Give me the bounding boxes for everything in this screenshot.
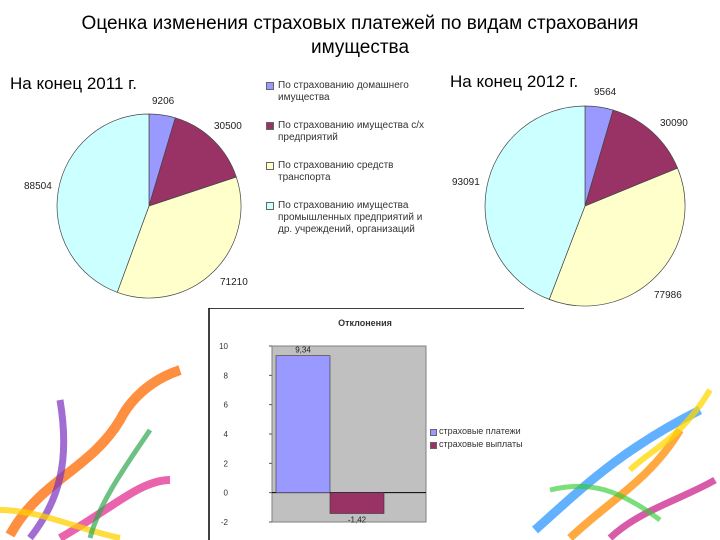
legend-swatch	[430, 429, 437, 436]
decoration-right-swirl	[532, 388, 717, 540]
pie2012-slice-2	[548, 167, 686, 307]
legend-label: страховые платежи	[439, 426, 521, 436]
pie2011-label-home: 9206	[152, 96, 175, 107]
legend-label: По страхованию имущества с/х предприятий	[278, 120, 424, 143]
bar-payments	[275, 355, 331, 493]
y-tick-label: 6	[224, 401, 229, 410]
legend-label: По страхованию домашнего имущества	[278, 80, 409, 103]
legend-item-transport: По страхованию средств транспорта	[266, 160, 426, 184]
page-title: Оценка изменения страховых платежей по в…	[81, 13, 639, 58]
legend-item-agri: По страхованию имущества с/х предприятий	[266, 120, 426, 144]
legend-item-industry: По страхованию имущества промышленных пр…	[266, 200, 426, 236]
deviation-chart-title: Отклонения	[338, 318, 392, 328]
bar-value-label: 9,34	[295, 346, 311, 355]
legend-swatch	[430, 442, 437, 449]
deviation-legend: страховые платежи страховые выплаты	[430, 425, 523, 451]
subtitle-2012: На конец 2012 г.	[450, 72, 579, 91]
pie2012-slice-3	[484, 105, 586, 300]
pie2011-label-agri: 30500	[214, 121, 242, 132]
legend-swatch	[266, 162, 274, 170]
legend-item-home: По страхованию домашнего имущества	[266, 80, 426, 104]
decoration-left-swirl	[0, 365, 182, 540]
legend-label: По страхованию имущества промышленных пр…	[278, 200, 423, 235]
pie2011-label-industry: 88504	[24, 181, 52, 192]
pie2012-label-agri: 30090	[660, 118, 688, 129]
pie2012-label-industry: 93091	[452, 177, 480, 188]
y-tick-label: 4	[224, 430, 229, 439]
legend-swatch	[266, 202, 274, 210]
y-tick-label: 8	[224, 371, 229, 380]
pie2012-label-transport: 77986	[654, 290, 682, 301]
legend-label: страховые выплаты	[439, 439, 523, 449]
y-tick-label: 0	[224, 489, 229, 498]
pie-charts	[56, 105, 686, 307]
pie2012-slice-1	[584, 109, 679, 207]
legend-swatch	[266, 122, 274, 130]
deviation-plot: 10 8 6 4 2 0 -2 9,34 -1,42	[208, 308, 524, 540]
pie2011-label-transport: 71210	[220, 277, 248, 288]
bar-value-label: -1,42	[348, 515, 367, 524]
pie2012-label-home: 9564	[594, 87, 617, 98]
pie-legend: По страхованию домашнего имущества По ст…	[266, 80, 426, 252]
legend-swatch	[266, 82, 274, 90]
legend-label: По страхованию средств транспорта	[278, 160, 394, 183]
deviation-legend-payouts: страховые выплаты	[430, 438, 523, 451]
bar-payouts	[329, 492, 385, 514]
deviation-legend-payments: страховые платежи	[430, 425, 523, 438]
y-tick-label: 10	[219, 342, 228, 351]
deviation-chart: 10 8 6 4 2 0 -2 9,34 -1,42 Отклонения	[206, 308, 524, 540]
pie2011-slice-3	[56, 113, 150, 293]
subtitle-2011: На конец 2011 г.	[10, 74, 137, 93]
pie2011-slice-2	[116, 176, 242, 299]
y-tick-label: -2	[221, 518, 229, 527]
y-tick-label: 2	[224, 459, 229, 468]
